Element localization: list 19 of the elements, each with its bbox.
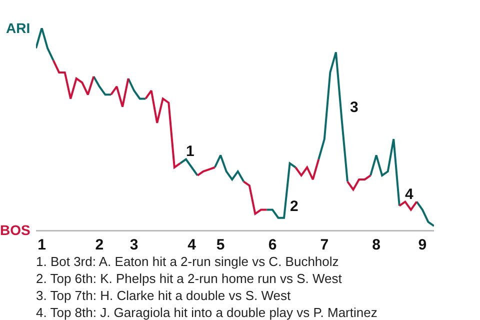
annotation: 1	[186, 143, 194, 160]
annotation: 2	[290, 198, 298, 215]
x-tick-label: 6	[268, 236, 277, 254]
text: 3. Top 7th: H. Clarke hit a double vs S. West	[36, 288, 291, 303]
x-tick-label: 9	[418, 236, 427, 254]
x-tick-label: 3	[130, 236, 138, 254]
text: 4. Top 8th: J. Garagiola hit into a double play vs P. Martinez	[36, 305, 378, 320]
text: 1. Bot 3rd: A. Eaton hit a 2-run single vs C. Buchholz	[36, 254, 339, 269]
text: BOS	[0, 222, 30, 238]
x-tick-label: 8	[372, 236, 380, 254]
text: 2. Top 6th: K. Phelps hit a 2-run home run vs S. West	[36, 271, 342, 286]
annotation: 4	[405, 186, 414, 203]
x-tick-label: 4	[188, 236, 197, 254]
x-tick-label: 7	[320, 236, 329, 254]
text: ARI	[6, 20, 30, 36]
x-tick-label: 2	[95, 236, 104, 254]
annotation: 3	[350, 99, 358, 116]
x-tick-label: 5	[216, 236, 225, 254]
x-tick-label: 1	[38, 236, 46, 254]
